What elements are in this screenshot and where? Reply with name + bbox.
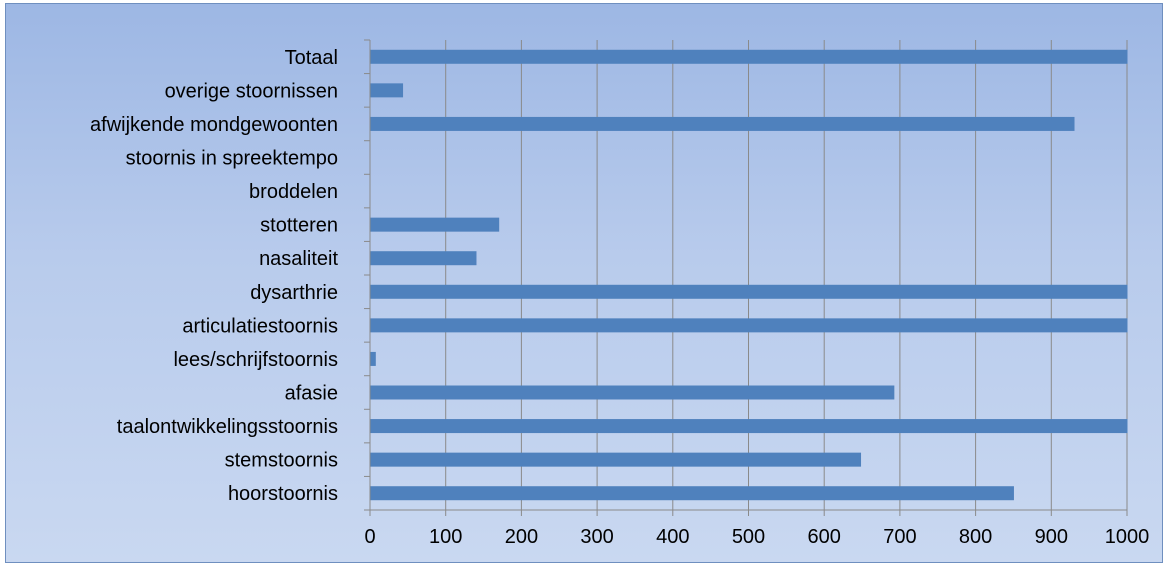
category-label: lees/schrijfstoornis: [173, 349, 338, 371]
category-label: taalontwikkelingsstoornis: [117, 416, 338, 438]
x-tick-label: 1000: [1105, 526, 1150, 548]
category-label: articulatiestoornis: [182, 315, 338, 337]
bar: [370, 419, 1128, 434]
axes: [364, 39, 1128, 516]
bar: [370, 452, 862, 467]
x-tick-label: 0: [364, 526, 375, 548]
category-label: overige stoornissen: [165, 80, 338, 102]
category-label: Totaal: [285, 47, 338, 69]
category-label: dysarthrie: [250, 282, 338, 304]
x-tick-labels: 0 100 200 300 400 500 600 700 800 900 1000: [364, 526, 1149, 548]
x-tick-label: 100: [429, 526, 462, 548]
category-label: hoorstoornis: [228, 483, 338, 505]
bar: [370, 385, 895, 400]
x-tick-label: 200: [505, 526, 538, 548]
x-tick-label: 700: [883, 526, 916, 548]
category-labels: Totaal overige stoornissen afwijkende mond…: [90, 47, 338, 505]
bar: [370, 284, 1128, 299]
category-label: nasaliteit: [259, 248, 338, 270]
category-label: afasie: [285, 383, 338, 405]
bar: [370, 83, 404, 98]
x-tick-label: 500: [732, 526, 765, 548]
bar: [370, 217, 500, 232]
bars: [370, 49, 1128, 501]
x-tick-label: 800: [959, 526, 992, 548]
category-label: afwijkende mondgewoonten: [90, 114, 338, 136]
x-tick-label: 300: [580, 526, 613, 548]
category-label: stoornis in spreektempo: [126, 148, 338, 170]
category-label: broddelen: [249, 181, 338, 203]
bar: [370, 318, 1128, 333]
x-tick-label: 600: [808, 526, 841, 548]
bar: [370, 251, 477, 266]
chart-frame: [5, 3, 1163, 563]
bar: [370, 49, 1128, 64]
bar: [370, 486, 1014, 501]
grid-lines: [445, 40, 1128, 510]
bar: [370, 116, 1075, 131]
x-tick-label: 900: [1035, 526, 1068, 548]
category-label: stemstoornis: [225, 450, 338, 472]
x-tick-label: 400: [656, 526, 689, 548]
category-label: stotteren: [260, 215, 338, 237]
bar: [370, 351, 376, 366]
